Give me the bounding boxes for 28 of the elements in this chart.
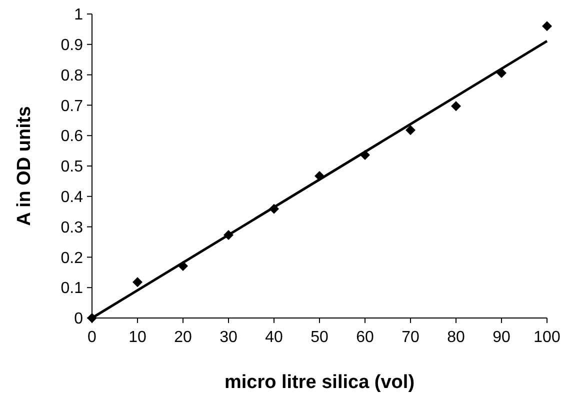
x-tick-label: 80 (447, 329, 465, 346)
point (132, 277, 142, 288)
y-tick-label: 0.8 (60, 67, 84, 84)
point (451, 101, 461, 112)
y-tick-label: 0.4 (60, 189, 84, 206)
x-tick-label: 60 (356, 329, 374, 346)
y-tick-label: 1 (74, 6, 84, 24)
point (542, 21, 552, 32)
x-tick-label: 50 (310, 329, 328, 346)
x-axis-title: micro litre silica (vol) (224, 372, 415, 393)
x-tick-label: 100 (534, 329, 560, 346)
x-tick-label: 30 (220, 329, 238, 346)
x-tick-label: 0 (88, 329, 97, 346)
y-tick-label: 0.3 (60, 219, 84, 236)
y-tick-label: 0.2 (60, 250, 84, 267)
y-tick-label: 0.5 (60, 158, 84, 176)
y-tick-label: 0.6 (60, 128, 84, 146)
y-tick-label: 0.7 (60, 98, 84, 115)
y-tick-label: 0 (74, 310, 84, 328)
y-axis-title: A in OD units (14, 106, 35, 226)
y-tick-label: 0.9 (60, 37, 84, 54)
x-tick-label: 10 (128, 329, 146, 346)
x-tick-label: 20 (174, 329, 192, 346)
x-tick-label: 90 (492, 329, 510, 346)
x-tick-label: 40 (265, 329, 283, 346)
y-tick-label: 0.1 (60, 280, 84, 298)
point (406, 125, 416, 136)
x-tick-label: 70 (402, 329, 420, 346)
